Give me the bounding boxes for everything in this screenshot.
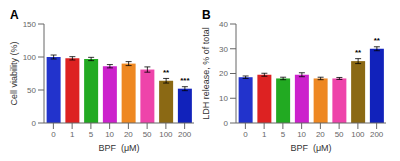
svg-text:200: 200 bbox=[370, 130, 384, 139]
html-text:A: A bbox=[10, 8, 19, 22]
svg-text:***: *** bbox=[180, 76, 190, 85]
svg-text:30: 30 bbox=[219, 45, 228, 54]
svg-text:0: 0 bbox=[224, 119, 229, 128]
svg-text:100: 100 bbox=[351, 130, 365, 139]
svg-text:150: 150 bbox=[23, 20, 37, 29]
svg-text:20: 20 bbox=[219, 69, 228, 78]
svg-text:5: 5 bbox=[281, 130, 286, 139]
svg-text:1: 1 bbox=[262, 130, 267, 139]
svg-text:20: 20 bbox=[124, 130, 133, 139]
svg-text:Cell viability (%): Cell viability (%) bbox=[9, 41, 19, 105]
svg-text:200: 200 bbox=[178, 130, 192, 139]
svg-text:1: 1 bbox=[70, 130, 75, 139]
svg-text:50: 50 bbox=[335, 130, 344, 139]
svg-text:LDH release, % of total: LDH release, % of total bbox=[201, 27, 211, 120]
svg-text:100: 100 bbox=[23, 53, 37, 62]
svg-text:100: 100 bbox=[159, 130, 173, 139]
svg-text:**: ** bbox=[374, 36, 381, 45]
svg-text:BPF (μM): BPF (μM) bbox=[290, 143, 331, 153]
svg-text:**: ** bbox=[163, 68, 170, 77]
svg-text:50: 50 bbox=[27, 86, 36, 95]
svg-text:0: 0 bbox=[32, 119, 37, 128]
svg-text:0: 0 bbox=[243, 130, 248, 139]
svg-text:**: ** bbox=[355, 48, 362, 57]
svg-text:10: 10 bbox=[105, 130, 114, 139]
svg-text:BPF (μM): BPF (μM) bbox=[98, 143, 139, 153]
svg-text:40: 40 bbox=[219, 20, 228, 29]
svg-text:20: 20 bbox=[316, 130, 325, 139]
svg-text:10: 10 bbox=[297, 130, 306, 139]
svg-text:0: 0 bbox=[51, 130, 56, 139]
html-text:B: B bbox=[202, 8, 211, 22]
svg-text:10: 10 bbox=[219, 94, 228, 103]
svg-text:50: 50 bbox=[143, 130, 152, 139]
svg-text:5: 5 bbox=[89, 130, 94, 139]
